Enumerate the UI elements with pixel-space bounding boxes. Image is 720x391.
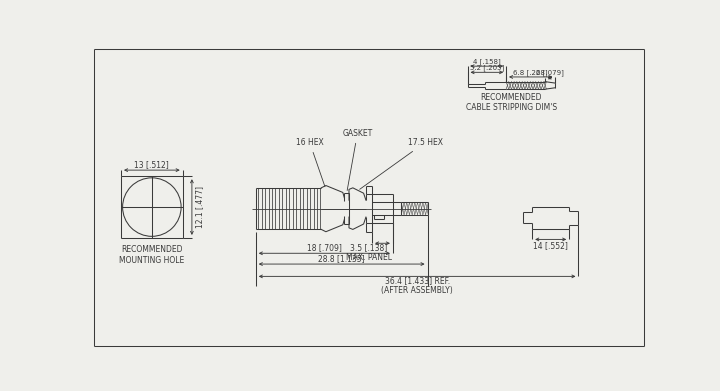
Text: RECOMMENDED
MOUNTING HOLE: RECOMMENDED MOUNTING HOLE <box>120 245 184 265</box>
Text: 17.5 HEX: 17.5 HEX <box>360 138 443 189</box>
Text: 13 [.512]: 13 [.512] <box>135 160 169 169</box>
Text: 36.4 [1.433] REF.
(AFTER ASSEMBLY): 36.4 [1.433] REF. (AFTER ASSEMBLY) <box>382 276 453 295</box>
Text: 5.2 [.205]: 5.2 [.205] <box>469 65 504 71</box>
Text: 4 [.158]: 4 [.158] <box>473 58 500 65</box>
Text: 28.8 [1.135]: 28.8 [1.135] <box>318 254 365 263</box>
Text: 12.1 [.477]: 12.1 [.477] <box>195 186 204 228</box>
Text: 16 HEX: 16 HEX <box>296 138 325 187</box>
Text: RECOMMENDED
CABLE STRIPPING DIM'S: RECOMMENDED CABLE STRIPPING DIM'S <box>466 93 557 112</box>
Text: 6.8 [.268]: 6.8 [.268] <box>513 69 548 76</box>
Text: 14 [.552]: 14 [.552] <box>534 241 568 250</box>
Text: GASKET: GASKET <box>342 129 372 190</box>
Text: 18 [.709]: 18 [.709] <box>307 243 342 252</box>
Text: 2 [.079]: 2 [.079] <box>536 70 564 77</box>
Text: 3.5 [.138]
MAX. PANEL: 3.5 [.138] MAX. PANEL <box>346 243 392 262</box>
